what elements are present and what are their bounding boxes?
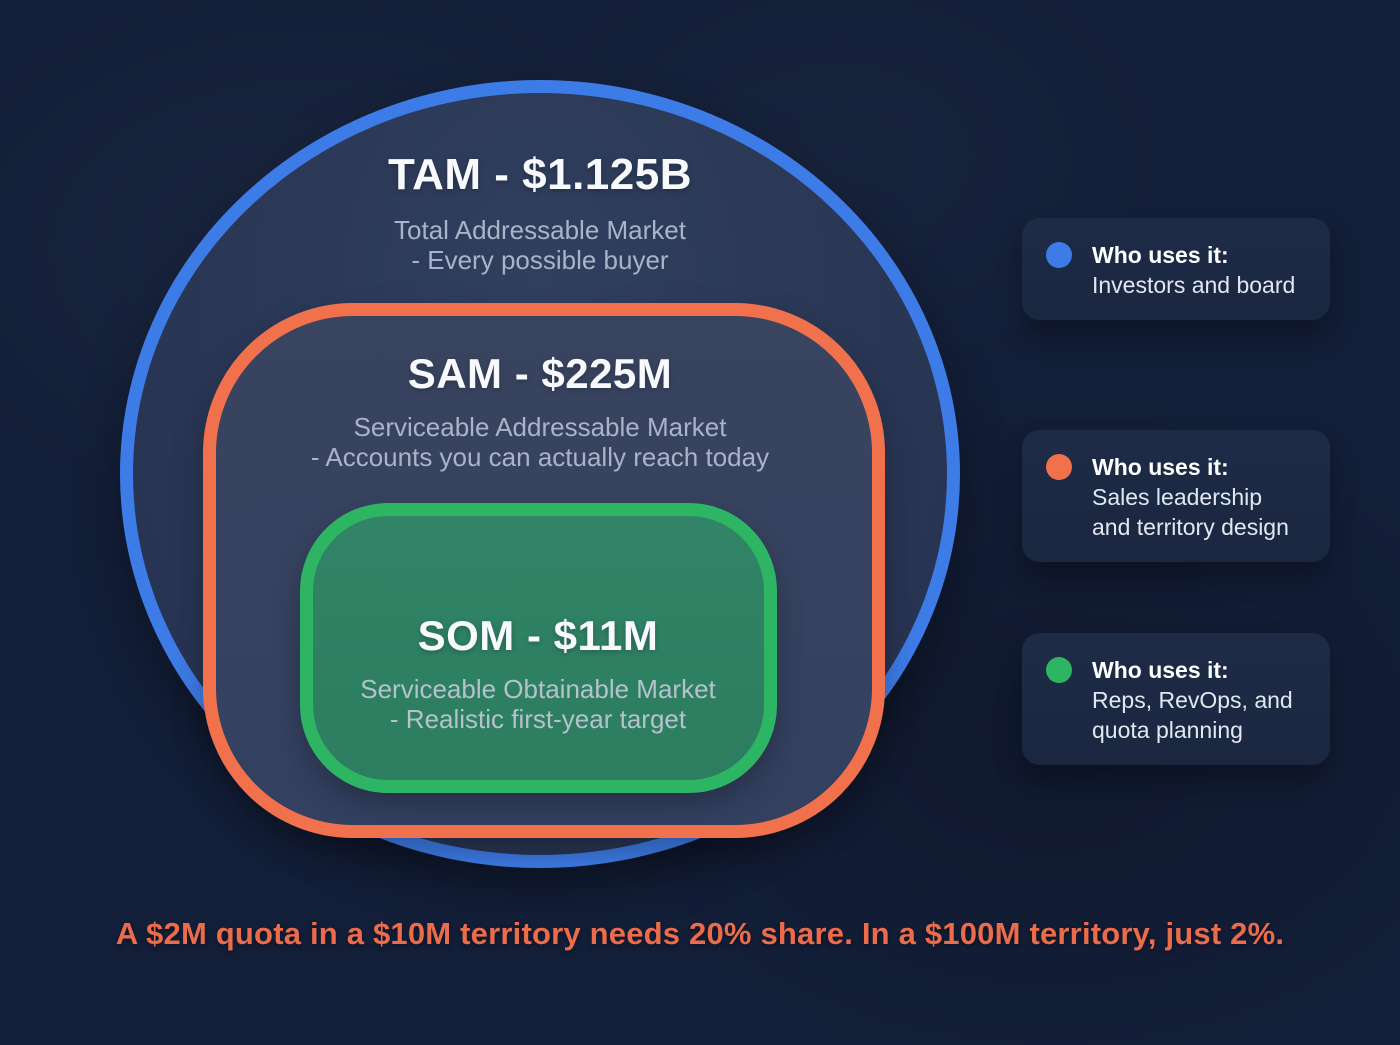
legend-card-som: Who uses it: Reps, RevOps, and quota pla… [1022,633,1330,765]
orange-dot-icon [1046,454,1072,480]
som-ring [300,503,777,793]
som-label: SOM - $11M Serviceable Obtainable Market… [268,612,808,734]
som-subtitle-line2: - Realistic first-year target [389,704,687,734]
legend-card-title: Who uses it: [1092,242,1229,268]
legend-card-description: Investors and board [1092,272,1296,298]
sam-title: SAM - $225M [407,350,673,397]
legend-card-title: Who uses it: [1092,657,1229,683]
sam-subtitle-line1: Serviceable Addressable Market [353,412,727,442]
legend-card-description: Reps, RevOps, and quota planning [1092,687,1293,743]
legend-card-text: Who uses it: Reps, RevOps, and quota pla… [1092,655,1306,745]
legend-card-title: Who uses it: [1092,454,1229,480]
tam-title: TAM - $1.125B [388,150,692,199]
legend-card-description: Sales leadership and territory design [1092,484,1289,540]
tam-subtitle-line1: Total Addressable Market [394,215,686,245]
som-title: SOM - $11M [417,612,659,659]
legend-card-tam: Who uses it: Investors and board [1022,218,1330,320]
sam-subtitle-line2: - Accounts you can actually reach today [310,442,770,472]
tam-label: TAM - $1.125B Total Addressable Market -… [240,150,840,275]
blue-dot-icon [1046,242,1072,268]
tam-subtitle-line2: - Every possible buyer [411,245,669,275]
sam-label: SAM - $225M Serviceable Addressable Mark… [240,350,840,472]
legend-card-sam: Who uses it: Sales leadership and territ… [1022,430,1330,562]
legend-card-text: Who uses it: Sales leadership and territ… [1092,452,1306,542]
som-subtitle-line1: Serviceable Obtainable Market [360,674,716,704]
green-dot-icon [1046,657,1072,683]
footer-statement: A $2M quota in a $10M territory needs 20… [115,916,1285,951]
legend-card-text: Who uses it: Investors and board [1092,240,1295,300]
